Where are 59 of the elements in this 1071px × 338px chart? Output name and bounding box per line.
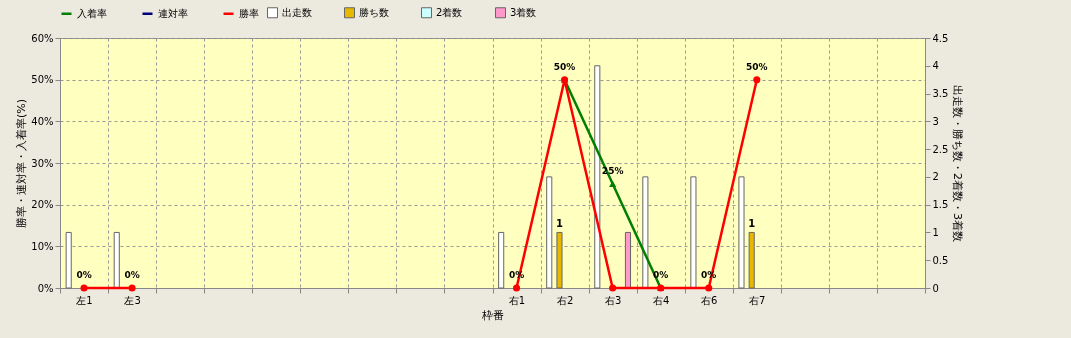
x-tick-label: 右6 xyxy=(701,294,718,306)
data-label: 0% xyxy=(124,270,140,280)
y-tick-label: 60% xyxy=(31,32,54,44)
y-tick-label: 10% xyxy=(31,240,54,252)
y-tick-label: 0% xyxy=(37,282,54,294)
point xyxy=(609,180,617,187)
bar xyxy=(65,231,72,289)
legend-label: 出走数 xyxy=(282,6,312,18)
bar xyxy=(113,231,120,289)
legend-label: 入着率 xyxy=(77,7,107,19)
y-tick-label: 20% xyxy=(31,199,54,211)
data-label: 1 xyxy=(748,218,756,230)
x-tick-label: 右2 xyxy=(556,294,574,306)
data-label: 1 xyxy=(555,218,563,230)
x-tick-label: 左1 xyxy=(76,294,93,306)
y2-axis-title: 出走数・勝ち数・2着数・3着数 xyxy=(951,85,965,242)
y2-tick-label: 3.5 xyxy=(932,88,949,100)
point xyxy=(128,284,136,292)
bar xyxy=(642,176,649,289)
point xyxy=(753,76,761,84)
bar xyxy=(546,176,553,289)
legend-label: 3着数 xyxy=(510,6,537,18)
y2-tick-label: 1.5 xyxy=(932,199,949,211)
bar xyxy=(738,176,745,289)
point xyxy=(705,284,713,292)
x-tick-label: 右4 xyxy=(653,294,670,306)
legend-label: 勝率 xyxy=(239,7,259,19)
y-tick-label: 30% xyxy=(31,157,54,169)
data-label: 50% xyxy=(553,61,576,72)
point xyxy=(512,284,521,292)
y2-tick-label: 2 xyxy=(932,171,939,183)
y-tick-label: 50% xyxy=(31,74,54,86)
point xyxy=(80,284,88,292)
bar xyxy=(594,65,601,289)
x-tick-label: 右1 xyxy=(508,294,526,306)
y2-tick-label: 2.5 xyxy=(932,143,949,155)
y2-tick-label: 4.5 xyxy=(932,32,949,44)
x-tick-label: 左3 xyxy=(124,294,141,306)
y-axis-title: 勝率・連対率・入着率(%) xyxy=(15,98,29,229)
y2-tick-label: 0.5 xyxy=(932,254,949,266)
bar xyxy=(690,176,697,289)
data-label: 50% xyxy=(746,61,768,72)
bar xyxy=(748,231,755,289)
x-axis-title: 枠番 xyxy=(481,308,504,322)
y2-tick-label: 3 xyxy=(932,115,939,127)
x-tick-label: 右7 xyxy=(749,294,766,306)
bar xyxy=(498,231,505,289)
y2-tick-label: 0 xyxy=(932,282,939,294)
y2-tick-label: 4 xyxy=(932,60,939,72)
bar xyxy=(556,231,563,289)
legend-label: 連対率 xyxy=(158,7,188,19)
y-tick-label: 40% xyxy=(31,115,54,127)
bar xyxy=(624,231,632,289)
y2-tick-label: 1 xyxy=(932,226,939,238)
legend-label: 2着数 xyxy=(436,6,463,18)
point xyxy=(609,284,617,292)
data-label: 0% xyxy=(76,270,92,280)
x-tick-label: 右3 xyxy=(604,294,622,306)
legend-label: 勝ち数 xyxy=(359,6,389,18)
